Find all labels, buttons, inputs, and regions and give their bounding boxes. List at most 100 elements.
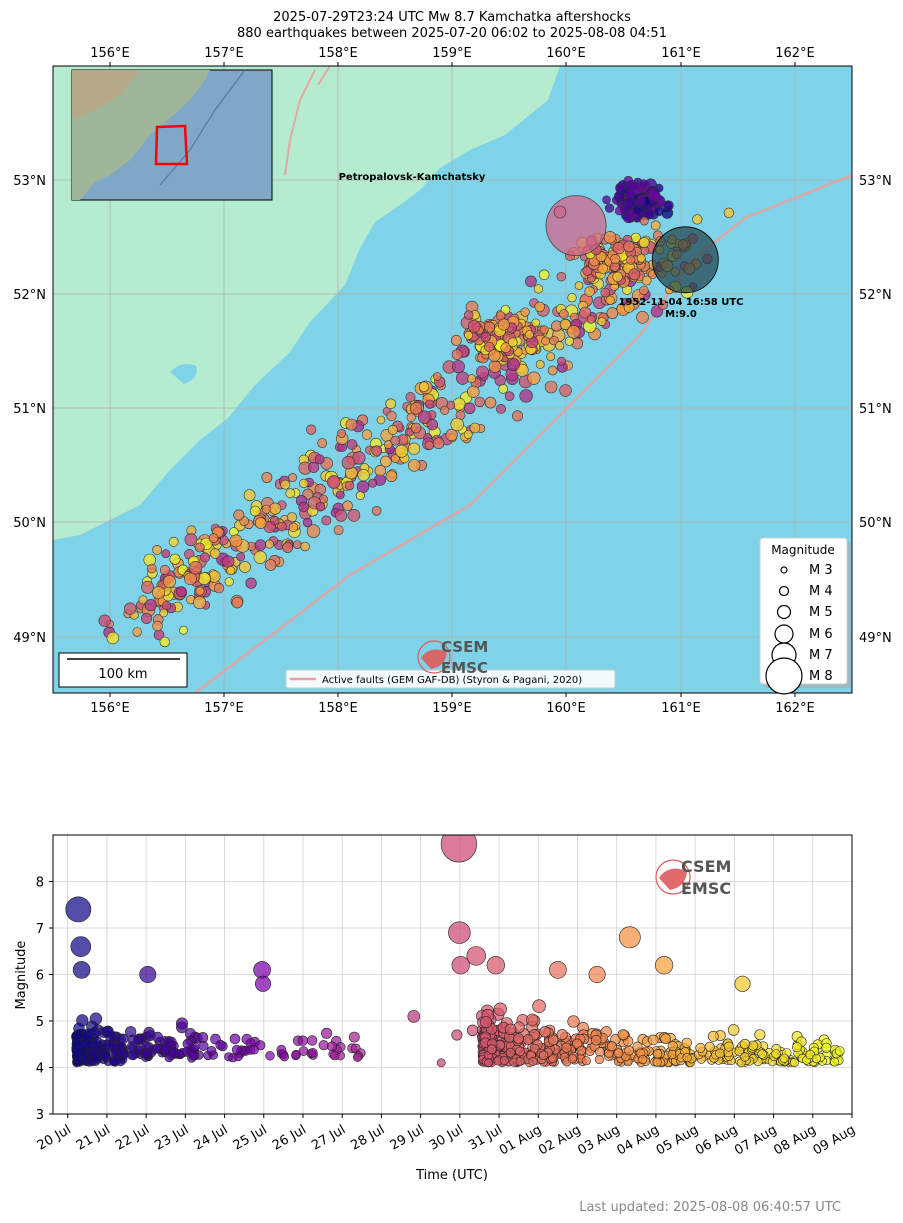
map-earthquake-marker — [264, 539, 274, 549]
chart-earthquake-point — [707, 1030, 719, 1042]
chart-earthquake-point — [160, 1045, 171, 1055]
magnitude-legend-marker — [774, 624, 794, 644]
map-earthquake-marker — [531, 318, 541, 328]
chart-earthquake-point — [139, 965, 157, 983]
chart-earthquake-point — [440, 835, 477, 863]
map-earthquake-marker — [124, 602, 137, 615]
map-earthquake-marker — [159, 636, 171, 648]
map-earthquake-marker — [467, 385, 480, 398]
chart-earthquake-point — [757, 1049, 767, 1059]
map-earthquake-marker — [541, 336, 550, 346]
inset-region-box — [154, 124, 189, 166]
map-earthquake-marker — [159, 564, 170, 575]
chart-earthquake-point — [466, 946, 486, 966]
chart-earthquake-point — [127, 1034, 139, 1046]
magnitude-time-chart: 20 Jul 21 Jul 22 Jul 23 Jul 24 Jul 25 Jul 26 J… — [14, 834, 858, 1183]
map-earthquake-marker — [346, 439, 358, 450]
chart-earthquake-point — [81, 1030, 93, 1041]
map-lon-tick-bottom: 157°E — [204, 701, 244, 716]
map-earthquake-marker — [327, 475, 341, 489]
magnitude-legend-title: Magnitude — [771, 543, 835, 557]
map-logo-top: CSEM — [441, 638, 488, 656]
inset-trench — [159, 69, 246, 186]
map-earthquake-marker — [233, 509, 245, 521]
map-earthquake-marker — [385, 398, 397, 410]
chart-earthquake-point — [590, 1035, 602, 1046]
map-lat-tick-right: 53°N — [859, 174, 892, 189]
chart-earthquake-point — [727, 1024, 740, 1036]
map-earthquake-marker — [386, 410, 397, 422]
chart-earthquake-point — [307, 1048, 318, 1058]
scale-bar: 100 km — [58, 652, 188, 688]
map-earthquake-marker — [159, 608, 168, 618]
map-earthquake-marker — [302, 517, 313, 528]
map-earthquake-marker — [604, 203, 615, 213]
map-lat-tick-left: 53°N — [13, 174, 46, 189]
map-lon-tick-top: 157°E — [204, 46, 244, 61]
map-earthquake-marker — [538, 269, 550, 281]
map-earthquake-marker — [261, 504, 271, 514]
figure-title-line2: 880 earthquakes between 2025-07-20 06:02… — [237, 26, 667, 41]
map-earthquake-marker — [574, 281, 584, 291]
map-lat-tick-right: 49°N — [859, 631, 892, 646]
map-lat-tick-left: 52°N — [13, 288, 46, 303]
chart-earthquake-point — [834, 1046, 845, 1056]
chart-earthquake-point — [547, 1034, 559, 1046]
mainshock-marker — [545, 195, 607, 257]
chart-x-tick-label: 09 Aug — [811, 1122, 858, 1158]
map-earthquake-marker — [264, 559, 277, 571]
chart-earthquake-point — [451, 956, 470, 975]
map-earthquake-marker — [446, 400, 456, 410]
coastal-island — [53, 436, 130, 476]
chart-earthquake-point — [104, 1030, 116, 1042]
inset-land-asia — [72, 70, 140, 120]
chart-earthquake-point — [504, 1023, 517, 1036]
chart-earthquake-point — [617, 1029, 629, 1041]
map-earthquake-marker — [141, 580, 154, 594]
chart-earthquake-point — [109, 1057, 119, 1067]
map-earthquake-marker — [556, 272, 566, 282]
map-earthquake-marker — [152, 586, 165, 599]
map-earthquake-marker — [464, 330, 473, 340]
chart-earthquake-point — [715, 1048, 725, 1059]
map-earthquake-marker — [231, 596, 244, 609]
map-earthquake-marker — [636, 253, 646, 263]
map-earthquake-marker — [450, 417, 464, 432]
map-earthquake-marker — [345, 418, 358, 431]
chart-earthquake-point — [538, 1050, 549, 1061]
map-earthquake-marker — [347, 508, 361, 522]
map-earthquake-marker — [224, 577, 234, 587]
map-earthquake-marker — [198, 572, 211, 585]
map-earthquake-marker — [639, 285, 649, 296]
chart-earthquake-point — [72, 1049, 82, 1060]
map-earthquake-marker — [285, 488, 296, 499]
map-earthquake-marker — [544, 380, 558, 394]
chart-x-tick-label: 01 Aug — [497, 1122, 544, 1158]
chart-earthquake-point — [739, 1038, 751, 1050]
map-earthquake-marker — [579, 306, 592, 319]
map-lon-tick-bottom: 160°E — [546, 701, 586, 716]
chart-earthquake-point — [72, 961, 91, 979]
chart-earthquake-point — [790, 1058, 799, 1067]
chart-earthquake-point — [526, 1013, 539, 1026]
chart-earthquake-point — [734, 1046, 745, 1057]
map-earthquake-marker — [152, 620, 163, 632]
map-emsc-logo: CSEM EMSC — [417, 638, 488, 677]
chart-earthquake-point — [515, 1046, 525, 1057]
chart-x-tick-label: 07 Aug — [732, 1122, 779, 1158]
map-earthquake-marker — [432, 437, 445, 450]
map-lat-tick-left: 50°N — [13, 516, 46, 531]
chart-y-axis-label: Magnitude — [14, 941, 29, 1010]
map-earthquake-marker — [408, 459, 421, 472]
map-earthquake-marker — [533, 284, 544, 294]
map-lon-tick-bottom: 161°E — [661, 701, 701, 716]
chart-earthquake-point — [588, 965, 606, 983]
map-earthquake-marker — [161, 549, 171, 559]
chart-earthquake-point — [486, 956, 505, 975]
map-earthquake-marker — [342, 500, 353, 511]
map-earthquake-marker — [306, 524, 321, 538]
magnitude-legend-marker — [765, 657, 803, 695]
chart-earthquake-point — [811, 1053, 822, 1064]
map-earthquake-marker — [559, 318, 572, 331]
map-earthquake-marker — [308, 461, 320, 473]
